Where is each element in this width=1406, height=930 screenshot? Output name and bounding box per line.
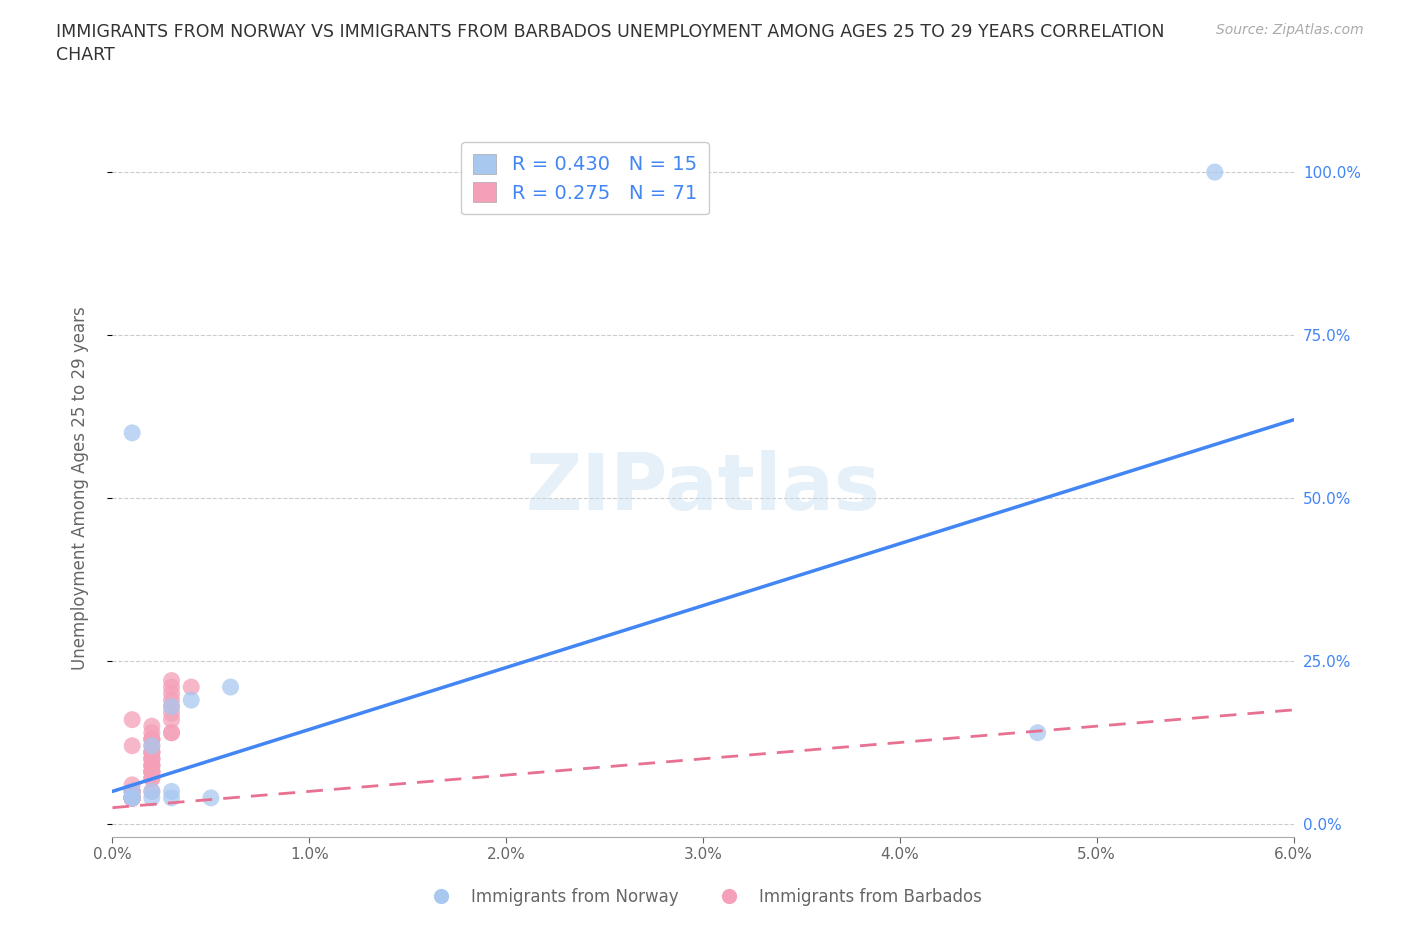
Point [121,790,143,805]
Point [160,790,183,805]
Point [121,784,143,799]
Point [121,790,143,805]
Point [121,790,143,805]
Legend: Immigrants from Norway, Immigrants from Barbados: Immigrants from Norway, Immigrants from … [418,881,988,912]
Point [121,790,143,805]
Point [141,751,163,766]
Point [121,790,143,805]
Point [121,784,143,799]
Point [141,725,163,740]
Point [160,725,183,740]
Point [121,790,143,805]
Point [160,699,183,714]
Point [141,771,163,786]
Point [1204,165,1226,179]
Point [121,790,143,805]
Point [121,790,143,805]
Point [121,790,143,805]
Point [141,738,163,753]
Point [121,790,143,805]
Point [141,758,163,773]
Point [160,725,183,740]
Point [141,751,163,766]
Point [141,732,163,747]
Point [121,790,143,805]
Text: CHART: CHART [56,46,115,64]
Point [121,790,143,805]
Point [121,790,143,805]
Point [160,693,183,708]
Point [121,790,143,805]
Text: IMMIGRANTS FROM NORWAY VS IMMIGRANTS FROM BARBADOS UNEMPLOYMENT AMONG AGES 25 TO: IMMIGRANTS FROM NORWAY VS IMMIGRANTS FRO… [56,23,1164,41]
Point [141,745,163,760]
Point [160,784,183,799]
Point [141,758,163,773]
Point [121,784,143,799]
Point [141,764,163,779]
Point [160,680,183,695]
Point [160,699,183,714]
Point [160,673,183,688]
Point [141,790,163,805]
Point [121,425,143,440]
Point [121,790,143,805]
Point [160,712,183,727]
Point [141,732,163,747]
Y-axis label: Unemployment Among Ages 25 to 29 years: Unemployment Among Ages 25 to 29 years [70,306,89,671]
Point [121,790,143,805]
Point [121,790,143,805]
Point [160,706,183,721]
Point [160,686,183,701]
Point [121,790,143,805]
Point [121,790,143,805]
Point [1026,725,1049,740]
Point [121,777,143,792]
Point [141,764,163,779]
Point [121,790,143,805]
Point [121,790,143,805]
Point [121,790,143,805]
Point [180,680,202,695]
Point [121,790,143,805]
Point [121,790,143,805]
Point [121,790,143,805]
Point [141,764,163,779]
Point [180,693,202,708]
Point [141,758,163,773]
Point [219,680,242,695]
Point [121,790,143,805]
Point [121,784,143,799]
Point [141,764,163,779]
Text: ZIPatlas: ZIPatlas [526,450,880,526]
Point [141,732,163,747]
Point [121,790,143,805]
Point [121,712,143,727]
Point [121,790,143,805]
Point [121,790,143,805]
Point [141,784,163,799]
Point [121,790,143,805]
Point [200,790,222,805]
Point [141,745,163,760]
Point [121,790,143,805]
Point [141,784,163,799]
Point [141,751,163,766]
Point [121,738,143,753]
Point [121,790,143,805]
Text: Source: ZipAtlas.com: Source: ZipAtlas.com [1216,23,1364,37]
Point [141,738,163,753]
Point [141,771,163,786]
Point [121,790,143,805]
Point [121,790,143,805]
Point [141,745,163,760]
Point [121,784,143,799]
Point [141,719,163,734]
